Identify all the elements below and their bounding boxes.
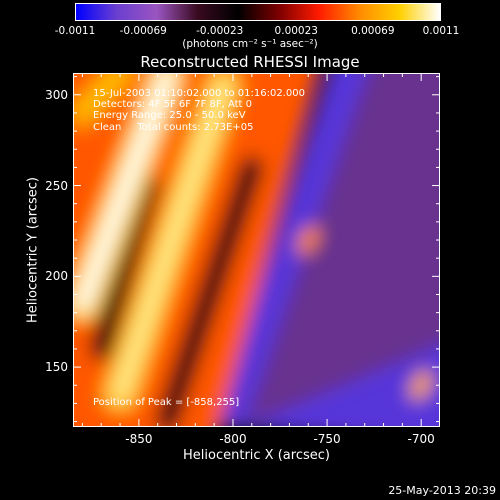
colorbar-fill: [76, 4, 440, 20]
y-tick-label: 250: [45, 178, 68, 193]
info-time: 15-Jul-2003 01:10:02.000 to 01:16:02.000: [93, 88, 305, 99]
heatmap-plot: [73, 73, 440, 427]
y-tick-label: 200: [45, 269, 68, 284]
x-tick-label: -850: [125, 432, 153, 446]
negative-region-band: [244, 73, 440, 427]
x-tick-label: -750: [313, 432, 341, 446]
bright-ridge: [76, 73, 127, 119]
x-tick-label: -700: [407, 432, 435, 446]
colorbar-tick-label: 0.0011: [422, 25, 460, 37]
colorbar-tick-label: -0.00023: [196, 25, 244, 37]
bright-ridge: [76, 73, 174, 310]
colorbar-tick-label: 0.00023: [274, 25, 318, 37]
x-tick-label: -800: [219, 432, 247, 446]
small-source: [297, 225, 320, 255]
x-axis-label: Heliocentric X (arcsec): [183, 448, 330, 463]
bright-ridge: [114, 79, 230, 401]
plot-frame: [73, 73, 440, 427]
y-tick-label: 150: [45, 360, 68, 375]
colorbar-tick-label: -0.0011: [54, 25, 96, 37]
info-energy: Energy Range: 25.0 - 50.0 keV: [93, 110, 246, 122]
colorbar: [75, 3, 441, 21]
info-clean: Clean Total counts: 2.73E+05: [93, 121, 254, 133]
info-detectors: Detectors: 4F 5F 6F 7F 8F, Att 0: [93, 99, 253, 111]
y-axis-label: Heliocentric Y (arcsec): [25, 177, 41, 323]
chart-title: Reconstructed RHESSI Image: [140, 53, 360, 71]
y-tick-label: 300: [45, 87, 68, 102]
timestamp: 25-May-2013 20:39: [388, 484, 496, 497]
colorbar-units: (photons cm⁻² s⁻¹ asec⁻²): [182, 38, 318, 50]
observation-info: 15-Jul-2003 01:10:02.000 to 01:16:02.000…: [93, 88, 305, 133]
colorbar-tick-label: -0.00069: [119, 25, 167, 37]
colorbar-tick-label: 0.00069: [351, 25, 395, 37]
dark-lane: [90, 174, 160, 360]
dark-lane: [156, 156, 263, 427]
peak-position-label: Position of Peak = [-858,255]: [93, 397, 240, 408]
small-source: [410, 370, 433, 400]
small-source: [250, 125, 273, 155]
